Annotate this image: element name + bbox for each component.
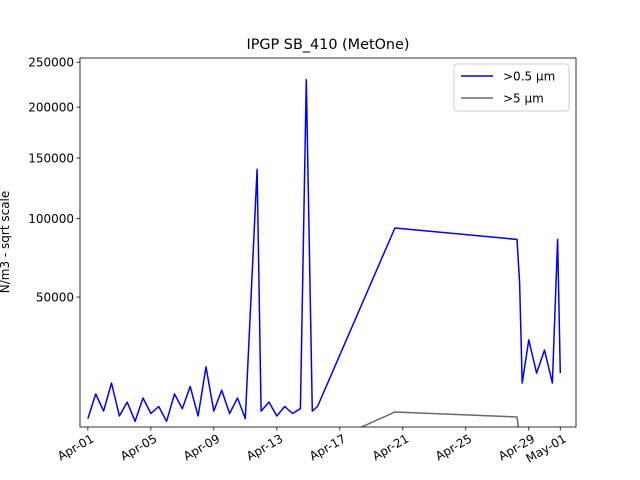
legend-label-1: >5 µm <box>503 92 544 106</box>
y-axis-label: N/m3 - sqrt scale <box>0 191 12 294</box>
x-axis: Apr-01 Apr-05 Apr-09 Apr-13 Apr-17 Apr-21 Apr-… <box>55 427 569 466</box>
y-tick-label: 250000 <box>28 56 74 70</box>
y-tick-label: 50000 <box>36 291 74 305</box>
series-line-1 <box>359 411 520 427</box>
plot-lines <box>87 78 562 427</box>
y-tick-label: 100000 <box>28 212 74 226</box>
y-tick-label: 200000 <box>28 101 74 115</box>
y-tick-label: 150000 <box>28 151 74 165</box>
x-tick-label: Apr-17 <box>307 431 348 463</box>
series-line-0 <box>87 78 562 423</box>
legend: >0.5 µm >5 µm <box>453 63 570 112</box>
y-axis: 50000 100000 150000 200000 250000 <box>28 56 80 305</box>
plot-frame <box>79 57 577 428</box>
x-tick-label: Apr-09 <box>181 431 222 463</box>
x-tick-label: Apr-21 <box>370 431 411 463</box>
x-tick-label: Apr-01 <box>55 431 96 463</box>
x-tick-label: Apr-05 <box>118 431 159 463</box>
chart-title: IPGP SB_410 (MetOne) <box>246 37 409 53</box>
x-tick-label: Apr-13 <box>244 431 285 463</box>
x-tick-label: Apr-25 <box>433 431 474 463</box>
legend-label-0: >0.5 µm <box>503 70 555 84</box>
